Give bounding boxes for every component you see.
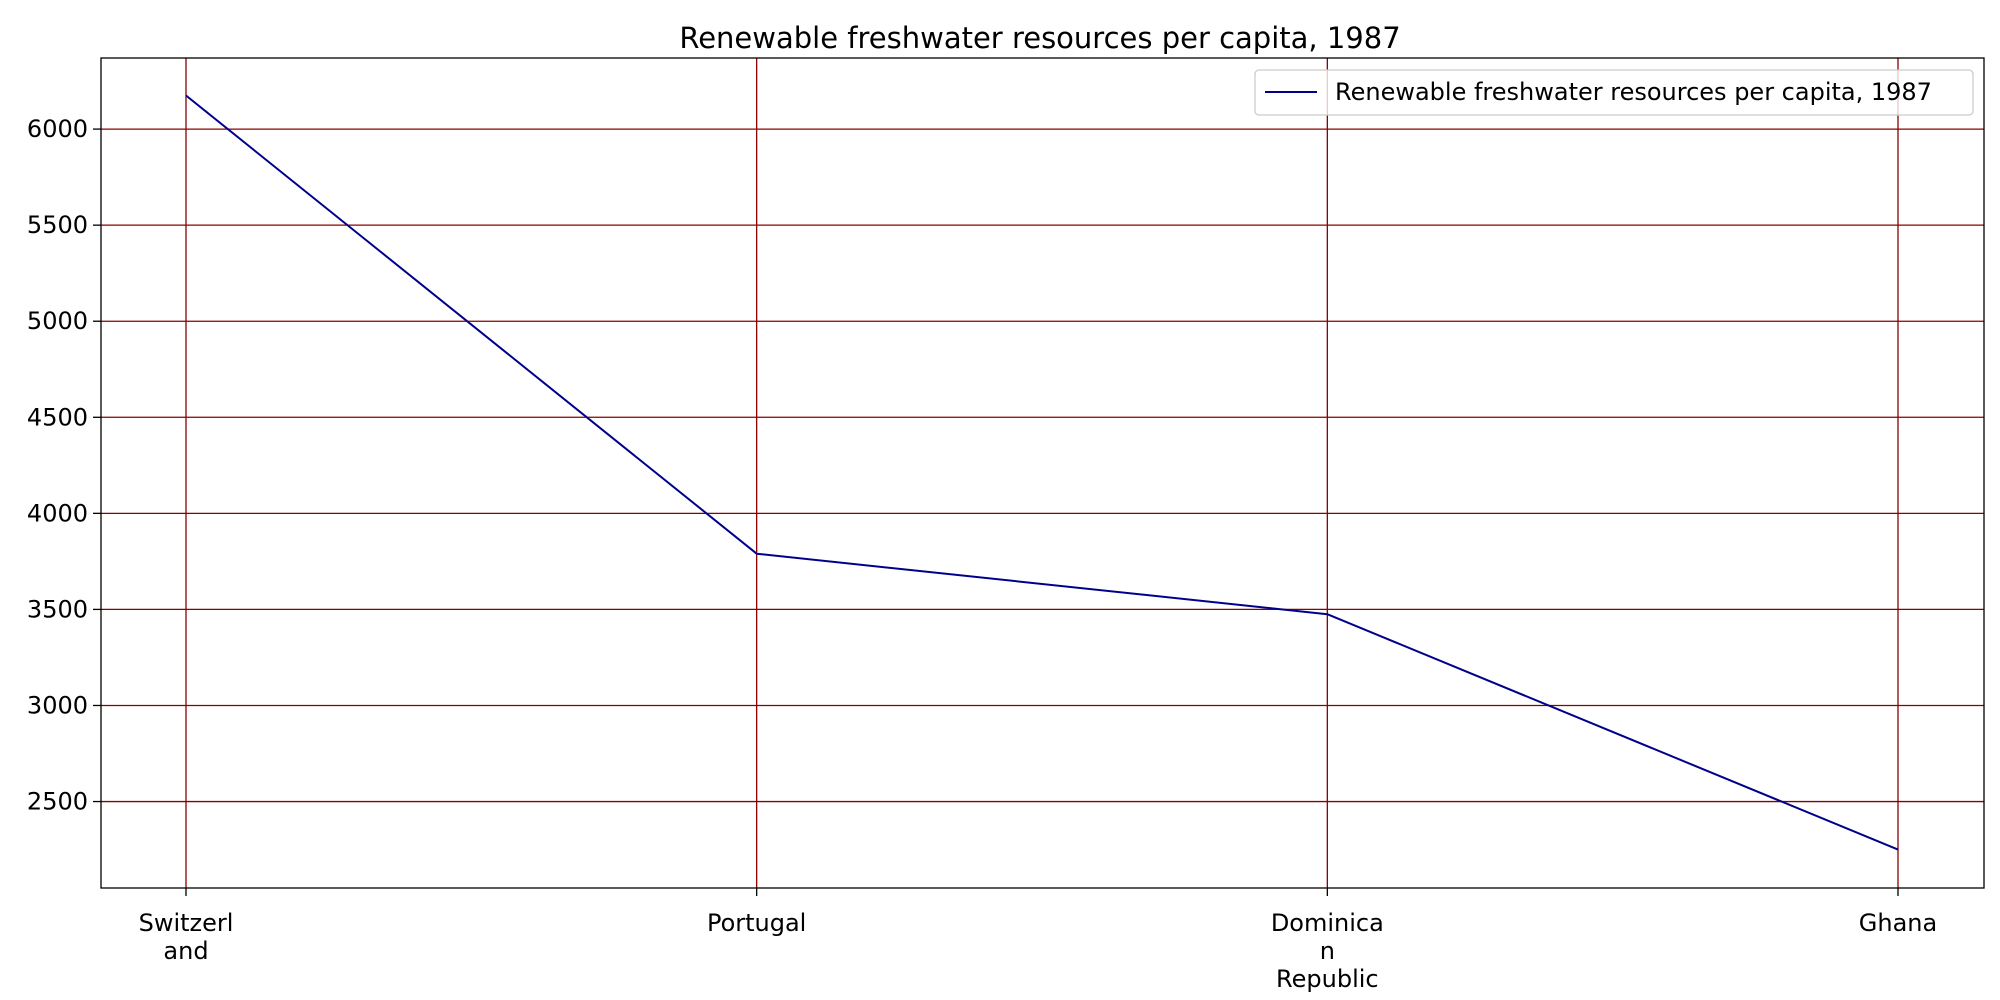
y-tick-label: 4500 xyxy=(27,403,88,431)
series-line xyxy=(185,94,1899,851)
x-tick-label-line: Dominica xyxy=(1271,909,1384,937)
plot-area-frame xyxy=(100,57,1985,889)
x-tick-label: Dominica n Republic xyxy=(1271,909,1384,993)
x-tick-label-line: Ghana xyxy=(1859,909,1937,937)
y-tick-label: 4000 xyxy=(27,499,88,527)
chart-title: Renewable freshwater resources per capit… xyxy=(679,21,1400,55)
x-tick-label-line: Republic xyxy=(1276,965,1379,993)
y-tick-label: 2500 xyxy=(27,788,88,816)
x-tick-label-line: and xyxy=(163,937,208,965)
y-tick-label: 5000 xyxy=(27,307,88,335)
series-layer xyxy=(185,94,1899,851)
y-tick-label: 6000 xyxy=(27,115,88,143)
legend: Renewable freshwater resources per capit… xyxy=(1254,69,1974,116)
y-tick-label: 5500 xyxy=(27,211,88,239)
y-tick-label: 3500 xyxy=(27,595,88,623)
y-axis: 2500 3000 3500 4000 4500 5000 5500 6000 xyxy=(27,115,101,816)
x-tick-label: Switzerl and xyxy=(139,909,234,965)
x-tick-label: Ghana xyxy=(1859,909,1937,937)
x-axis: Switzerl and Portugal Dominica n Republic Ghan… xyxy=(139,888,1937,993)
legend-box xyxy=(1254,69,1974,116)
x-tick-label-line: n xyxy=(1320,937,1335,965)
x-tick-label-line: Portugal xyxy=(707,909,806,937)
y-tick-label: 3000 xyxy=(27,691,88,719)
x-tick-label: Portugal xyxy=(707,909,806,937)
grid-lines xyxy=(101,58,1984,888)
legend-label: Renewable freshwater resources per capit… xyxy=(1335,78,1932,106)
x-tick-label-line: Switzerl xyxy=(139,909,234,937)
